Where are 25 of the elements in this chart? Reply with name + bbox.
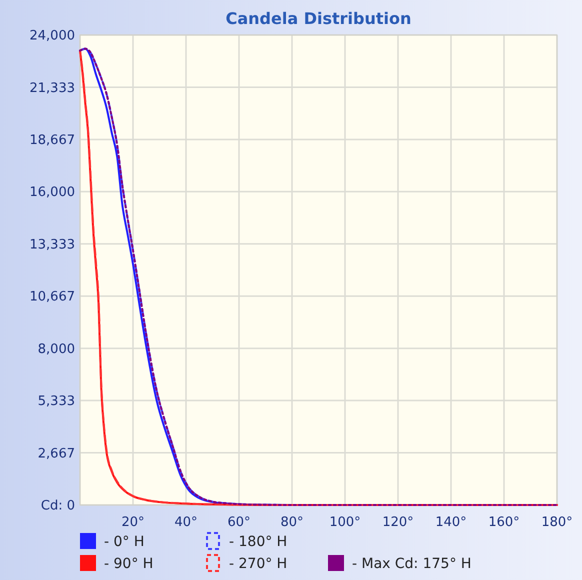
x-tick-label: 180°	[541, 515, 573, 530]
y-tick-label: 8,000	[38, 342, 75, 357]
x-tick-label: 20°	[121, 515, 145, 530]
legend-label: - 270° H	[229, 556, 288, 572]
x-tick-label: 100°	[329, 515, 361, 530]
x-tick-label: 80°	[280, 515, 304, 530]
legend-label: - 90° H	[104, 556, 154, 572]
y-tick-label: Cd: 0	[40, 498, 75, 514]
x-tick-label: 60°	[227, 515, 251, 530]
y-tick-label: 2,667	[38, 446, 75, 462]
x-tick-label: 40°	[174, 515, 198, 530]
y-tick-label: 21,333	[30, 80, 75, 96]
y-tick-label: 10,667	[30, 290, 75, 305]
y-tick-label: 24,000	[30, 28, 75, 44]
chart-title: Candela Distribution	[226, 9, 412, 28]
legend-label: - 0° H	[104, 534, 144, 550]
y-tick-label: 18,667	[30, 132, 75, 148]
x-tick-label: 120°	[382, 515, 414, 530]
y-tick-label: 5,333	[38, 394, 75, 410]
legend-label: - 180° H	[229, 534, 288, 550]
legend-label: - Max Cd: 175° H	[352, 556, 472, 572]
x-tick-label: 140°	[435, 515, 467, 530]
x-tick-label: 160°	[488, 515, 520, 530]
y-tick-label: 13,333	[30, 237, 75, 252]
y-tick-label: 16,000	[30, 185, 75, 200]
